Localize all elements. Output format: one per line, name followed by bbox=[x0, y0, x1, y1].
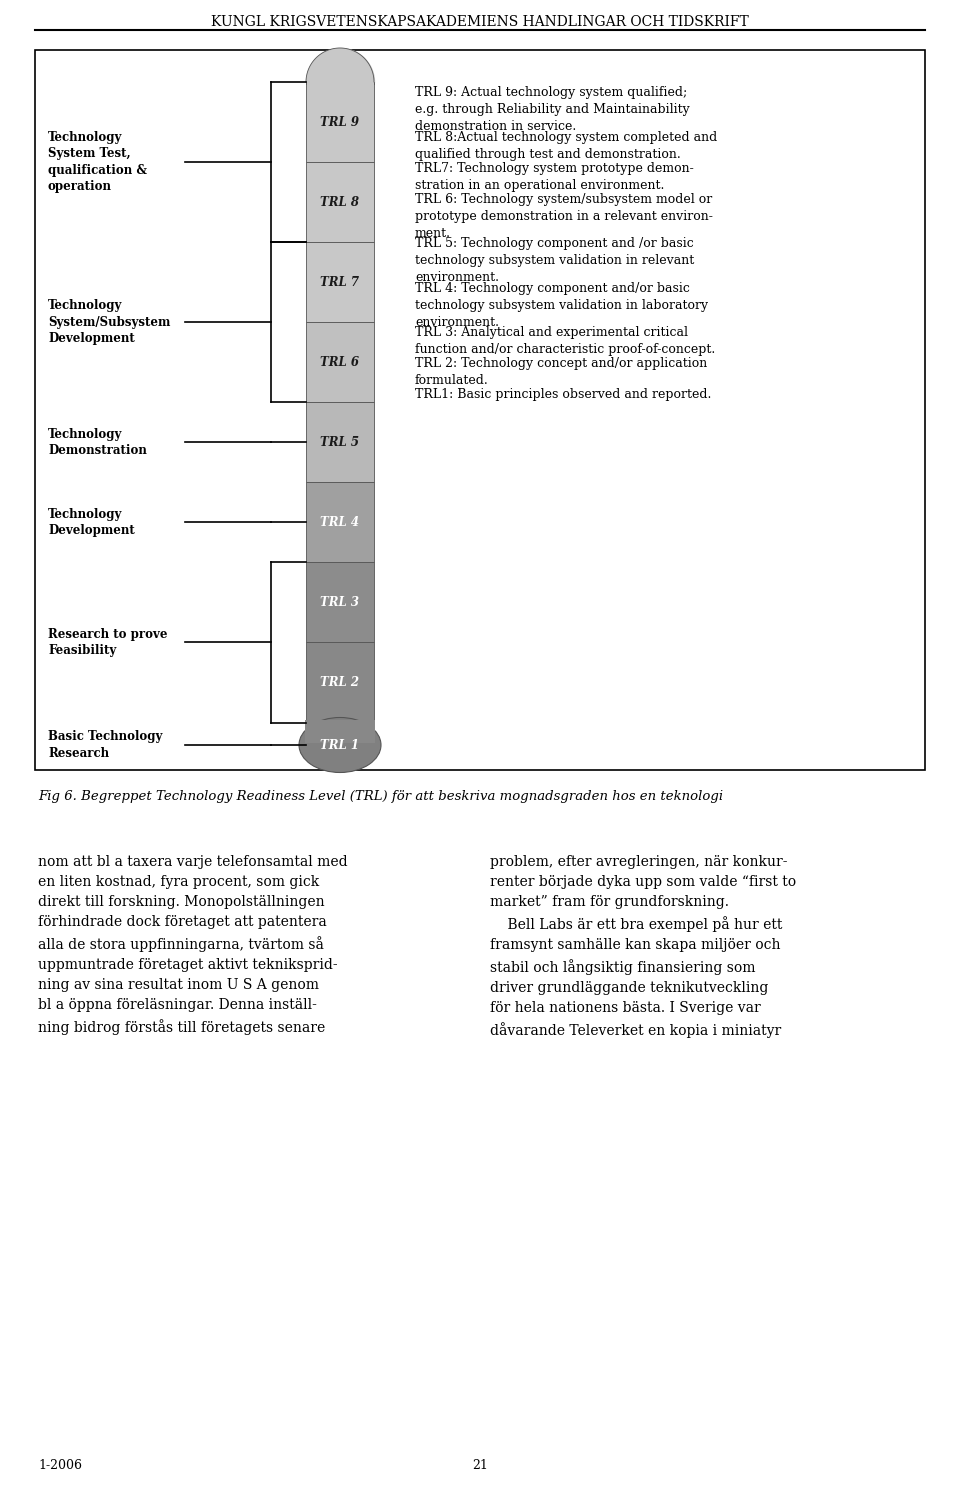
Text: TRL 4: TRL 4 bbox=[321, 516, 359, 530]
Text: TRL 9: TRL 9 bbox=[321, 115, 359, 129]
Text: Technology
Demonstration: Technology Demonstration bbox=[48, 428, 147, 458]
Text: Basic Technology
Research: Basic Technology Research bbox=[48, 730, 162, 760]
Text: nom att bl a taxera varje telefonsamtal med
en liten kostnad, fyra procent, som : nom att bl a taxera varje telefonsamtal … bbox=[38, 856, 348, 1035]
Text: TRL 5: Technology component and /or basic
technology subsystem validation in rel: TRL 5: Technology component and /or basi… bbox=[415, 236, 694, 284]
Text: Fig 6. Begreppet Technology Readiness Level (TRL) för att beskriva mognadsgraden: Fig 6. Begreppet Technology Readiness Le… bbox=[38, 790, 723, 803]
Text: TRL 2: TRL 2 bbox=[321, 676, 359, 690]
Text: TRL 8: TRL 8 bbox=[321, 196, 359, 208]
Bar bbox=[306, 242, 374, 322]
Text: TRL 3: Analytical and experimental critical
function and/or characteristic proof: TRL 3: Analytical and experimental criti… bbox=[415, 326, 715, 356]
Text: TRL 6: Technology system/subsystem model or
prototype demonstration in a relevan: TRL 6: Technology system/subsystem model… bbox=[415, 193, 713, 239]
Text: TRL 4: Technology component and/or basic
technology subsystem validation in labo: TRL 4: Technology component and/or basic… bbox=[415, 281, 708, 329]
Ellipse shape bbox=[299, 718, 381, 772]
Bar bbox=[306, 82, 374, 162]
Text: TRL 6: TRL 6 bbox=[321, 356, 359, 368]
Bar bbox=[305, 720, 375, 744]
Text: Technology
Development: Technology Development bbox=[48, 507, 134, 537]
Text: TRL 5: TRL 5 bbox=[321, 435, 359, 449]
Bar bbox=[306, 482, 374, 562]
Bar bbox=[35, 49, 925, 770]
Text: TRL 1: TRL 1 bbox=[321, 739, 359, 751]
Text: 1-2006: 1-2006 bbox=[38, 1459, 82, 1472]
Bar bbox=[306, 562, 374, 642]
Text: TRL 2: Technology concept and/or application
formulated.: TRL 2: Technology concept and/or applica… bbox=[415, 358, 708, 387]
Text: KUNGL KRIGSVETENSKAPSAKADEMIENS HANDLINGAR OCH TIDSKRIFT: KUNGL KRIGSVETENSKAPSAKADEMIENS HANDLING… bbox=[211, 15, 749, 28]
Bar bbox=[306, 642, 374, 723]
Text: 21: 21 bbox=[472, 1459, 488, 1472]
Text: TRL 7: TRL 7 bbox=[321, 275, 359, 289]
Bar bbox=[306, 322, 374, 402]
Text: Technology
System Test,
qualification &
operation: Technology System Test, qualification & … bbox=[48, 130, 147, 193]
Bar bbox=[306, 162, 374, 242]
Text: TRL7: Technology system prototype demon-
stration in an operational environment.: TRL7: Technology system prototype demon-… bbox=[415, 162, 694, 191]
Text: problem, efter avregleringen, när konkur-
renter började dyka upp som valde “fir: problem, efter avregleringen, när konkur… bbox=[490, 856, 796, 1038]
Text: Research to prove
Feasibility: Research to prove Feasibility bbox=[48, 628, 167, 657]
Text: TRL 3: TRL 3 bbox=[321, 595, 359, 609]
Text: Technology
System/Subsystem
Development: Technology System/Subsystem Development bbox=[48, 299, 170, 346]
Bar bbox=[306, 402, 374, 482]
Text: TRL 9: Actual technology system qualified;
e.g. through Reliability and Maintain: TRL 9: Actual technology system qualifie… bbox=[415, 85, 689, 133]
Text: TRL 8:Actual technology system completed and
qualified through test and demonstr: TRL 8:Actual technology system completed… bbox=[415, 130, 717, 160]
Text: TRL1: Basic principles observed and reported.: TRL1: Basic principles observed and repo… bbox=[415, 387, 711, 401]
